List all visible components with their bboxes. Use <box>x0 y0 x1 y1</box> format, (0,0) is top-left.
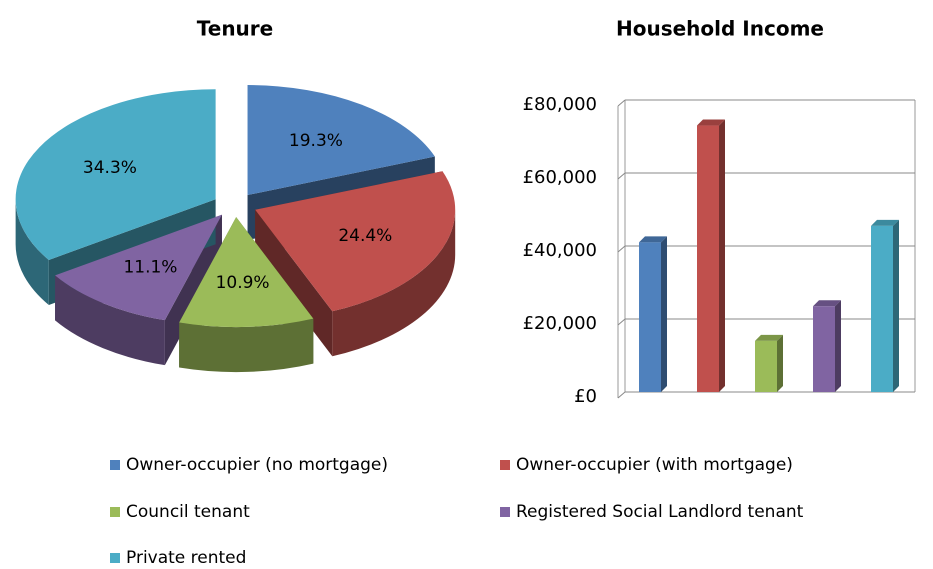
bar-top <box>755 334 783 341</box>
slice <box>179 217 314 328</box>
bar-top <box>697 119 725 126</box>
bar <box>871 225 893 392</box>
slice-label: 24.4% <box>338 226 392 246</box>
y-tick-label: £40,000 <box>523 240 597 261</box>
bar <box>813 306 835 392</box>
slice-label: 34.3% <box>83 158 137 178</box>
bar <box>697 125 719 393</box>
slice <box>247 85 435 196</box>
bar-side <box>777 334 783 392</box>
y-tick-label: £80,000 <box>523 94 597 115</box>
legend-swatch <box>110 507 120 517</box>
legend-swatch <box>500 460 510 470</box>
bar-side <box>893 219 899 392</box>
grid-wall <box>617 99 626 107</box>
legend-label: Private rented <box>126 548 246 568</box>
y-tick-label: £60,000 <box>523 167 597 188</box>
slice-label: 10.9% <box>216 273 270 293</box>
slice-label: 11.1% <box>123 258 177 278</box>
bar-side <box>661 236 667 392</box>
bar-top <box>639 236 667 243</box>
slice <box>255 171 456 312</box>
legend-label: Owner-occupier (no mortgage) <box>126 455 388 475</box>
legend-swatch <box>500 507 510 517</box>
bar-side <box>719 119 725 393</box>
legend-label: Owner-occupier (with mortgage) <box>516 455 793 475</box>
slice-edge <box>55 275 165 366</box>
slice-edge <box>332 209 456 357</box>
slice <box>55 214 222 321</box>
grid-wall <box>617 318 626 326</box>
grid-wall <box>617 245 626 253</box>
bar <box>639 242 661 392</box>
legend-label: Registered Social Landlord tenant <box>516 502 804 522</box>
y-tick-label: £0 <box>574 386 597 407</box>
grid-wall <box>617 391 626 399</box>
bar-side <box>835 300 841 392</box>
slice-label: 19.3% <box>289 131 343 151</box>
bar-title: Household Income <box>616 17 824 41</box>
slice <box>15 89 216 260</box>
bar-top <box>813 300 841 307</box>
bar-top <box>871 219 899 226</box>
bar <box>755 340 777 392</box>
y-tick-label: £20,000 <box>523 313 597 334</box>
grid-wall <box>617 172 626 180</box>
slice-edge <box>179 318 314 373</box>
slice-edge <box>15 199 49 305</box>
legend-swatch <box>110 553 120 563</box>
legend-swatch <box>110 460 120 470</box>
legend-label: Council tenant <box>126 502 250 522</box>
pie-title: Tenure <box>197 17 273 41</box>
